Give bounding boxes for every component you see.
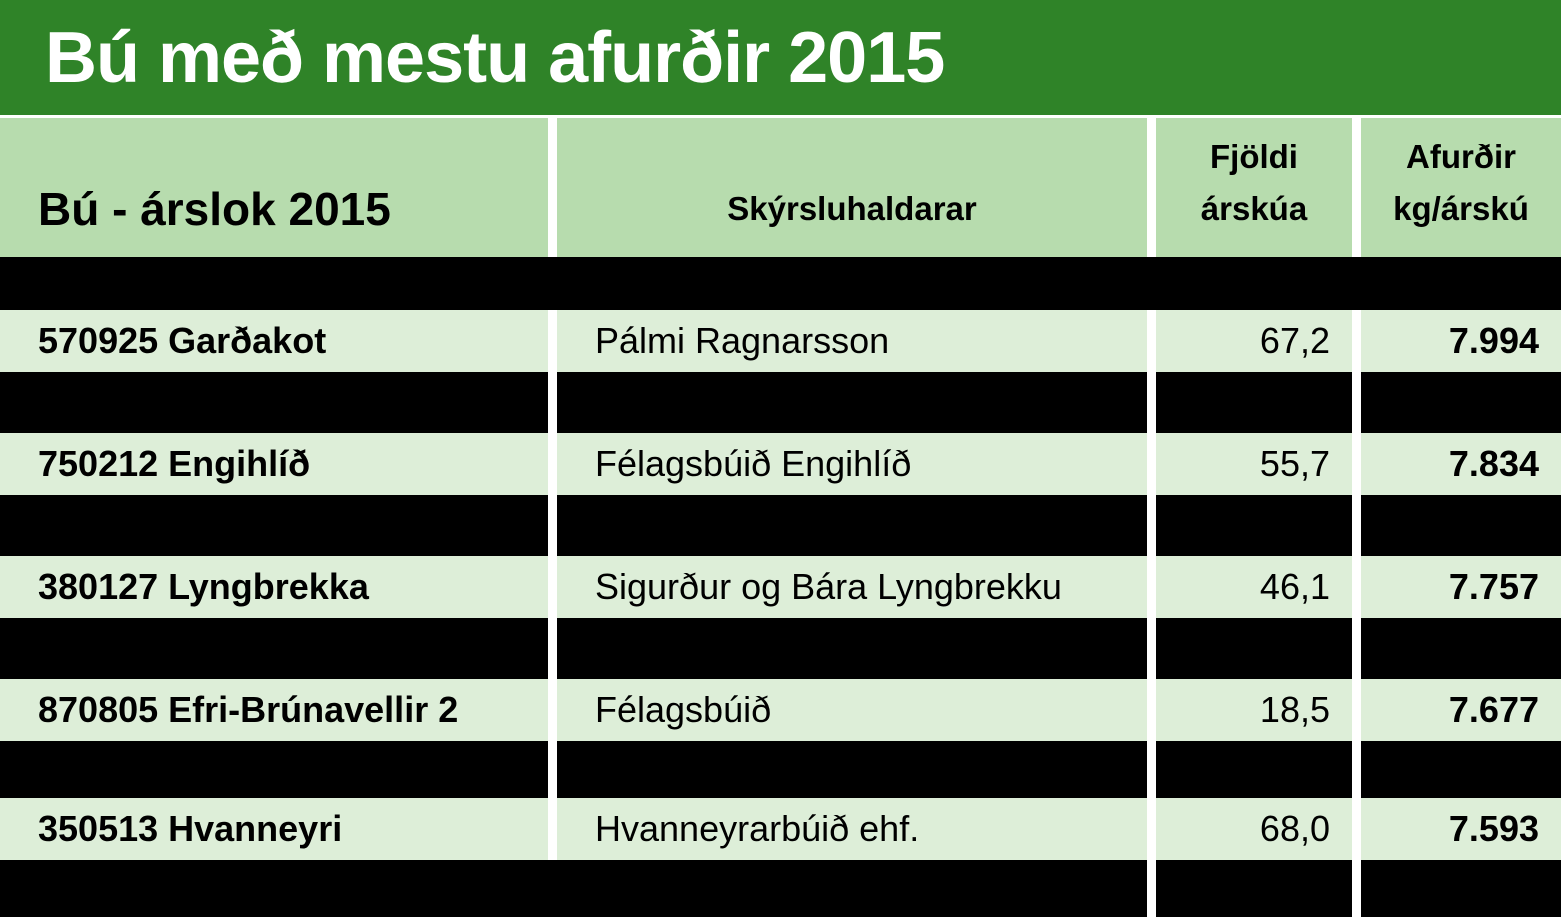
redacted-cell [1156,495,1352,556]
redacted-row [0,618,1561,679]
farms-table: Bú - árslok 2015 Skýrsluhaldarar Fjöldi … [0,118,1561,917]
redacted-cell [1156,741,1352,798]
page-title: Bú með mestu afurðir 2015 [45,17,945,98]
keeper-cell: Pálmi Ragnarsson [557,310,1147,372]
keeper-cell: Félagsbúið Engihlíð [557,433,1147,495]
column-header-yield-line2: kg/árskú [1393,190,1529,227]
column-header-farm: Bú - árslok 2015 [0,118,548,257]
redacted-cell [1361,618,1561,679]
title-banner: Bú með mestu afurðir 2015 [0,0,1561,115]
column-header-yield: Afurðir kg/árskú [1361,118,1561,257]
redacted-row [0,741,1561,798]
redacted-cell [1156,860,1352,917]
redacted-cell [0,860,1147,917]
cows-cell: 55,7 [1156,433,1352,495]
redacted-cell [1361,372,1561,433]
column-header-keeper-label: Skýrsluhaldarar [727,190,977,227]
redacted-cell [1361,860,1561,917]
farm-cell: 380127 Lyngbrekka [0,556,548,618]
column-header-farm-label: Bú - árslok 2015 [38,183,391,235]
redacted-cell [1156,618,1352,679]
cows-cell: 46,1 [1156,556,1352,618]
redacted-cell [0,495,548,556]
column-header-yield-line1: Afurðir [1406,138,1516,175]
redacted-cell [1361,495,1561,556]
farm-cell: 570925 Garðakot [0,310,548,372]
redacted-cell [557,618,1147,679]
cows-cell: 18,5 [1156,679,1352,741]
table-row: 350513 Hvanneyri Hvanneyrarbúið ehf. 68,… [0,798,1561,860]
table-row: 870805 Efri-Brúnavellir 2 Félagsbúið 18,… [0,679,1561,741]
redacted-row [0,495,1561,556]
redacted-cell [0,618,548,679]
yield-cell: 7.593 [1361,798,1561,860]
redacted-cell [557,495,1147,556]
redacted-cell [0,741,548,798]
keeper-cell: Félagsbúið [557,679,1147,741]
table-row: 380127 Lyngbrekka Sigurður og Bára Lyngb… [0,556,1561,618]
farm-cell: 750212 Engihlíð [0,433,548,495]
yield-cell: 7.757 [1361,556,1561,618]
table-header-row: Bú - árslok 2015 Skýrsluhaldarar Fjöldi … [0,118,1561,257]
redacted-row [0,372,1561,433]
redacted-row-full [0,257,1561,310]
column-header-keeper: Skýrsluhaldarar [557,118,1147,257]
farm-cell: 870805 Efri-Brúnavellir 2 [0,679,548,741]
yield-cell: 7.994 [1361,310,1561,372]
table-row: 750212 Engihlíð Félagsbúið Engihlíð 55,7… [0,433,1561,495]
yield-cell: 7.834 [1361,433,1561,495]
redacted-cell [1361,741,1561,798]
column-header-cows-line1: Fjöldi [1210,138,1298,175]
farm-cell: 350513 Hvanneyri [0,798,548,860]
keeper-cell: Sigurður og Bára Lyngbrekku [557,556,1147,618]
keeper-cell: Hvanneyrarbúið ehf. [557,798,1147,860]
cows-cell: 68,0 [1156,798,1352,860]
redacted-cell [0,372,548,433]
column-header-cows-line2: árskúa [1200,190,1308,227]
cows-cell: 67,2 [1156,310,1352,372]
table-row: 570925 Garðakot Pálmi Ragnarsson 67,2 7.… [0,310,1561,372]
yield-cell: 7.677 [1361,679,1561,741]
column-header-cows: Fjöldi árskúa [1156,118,1352,257]
redacted-cell [557,741,1147,798]
redacted-cell [557,372,1147,433]
redacted-row-bottom [0,860,1561,917]
redacted-cell [1156,372,1352,433]
